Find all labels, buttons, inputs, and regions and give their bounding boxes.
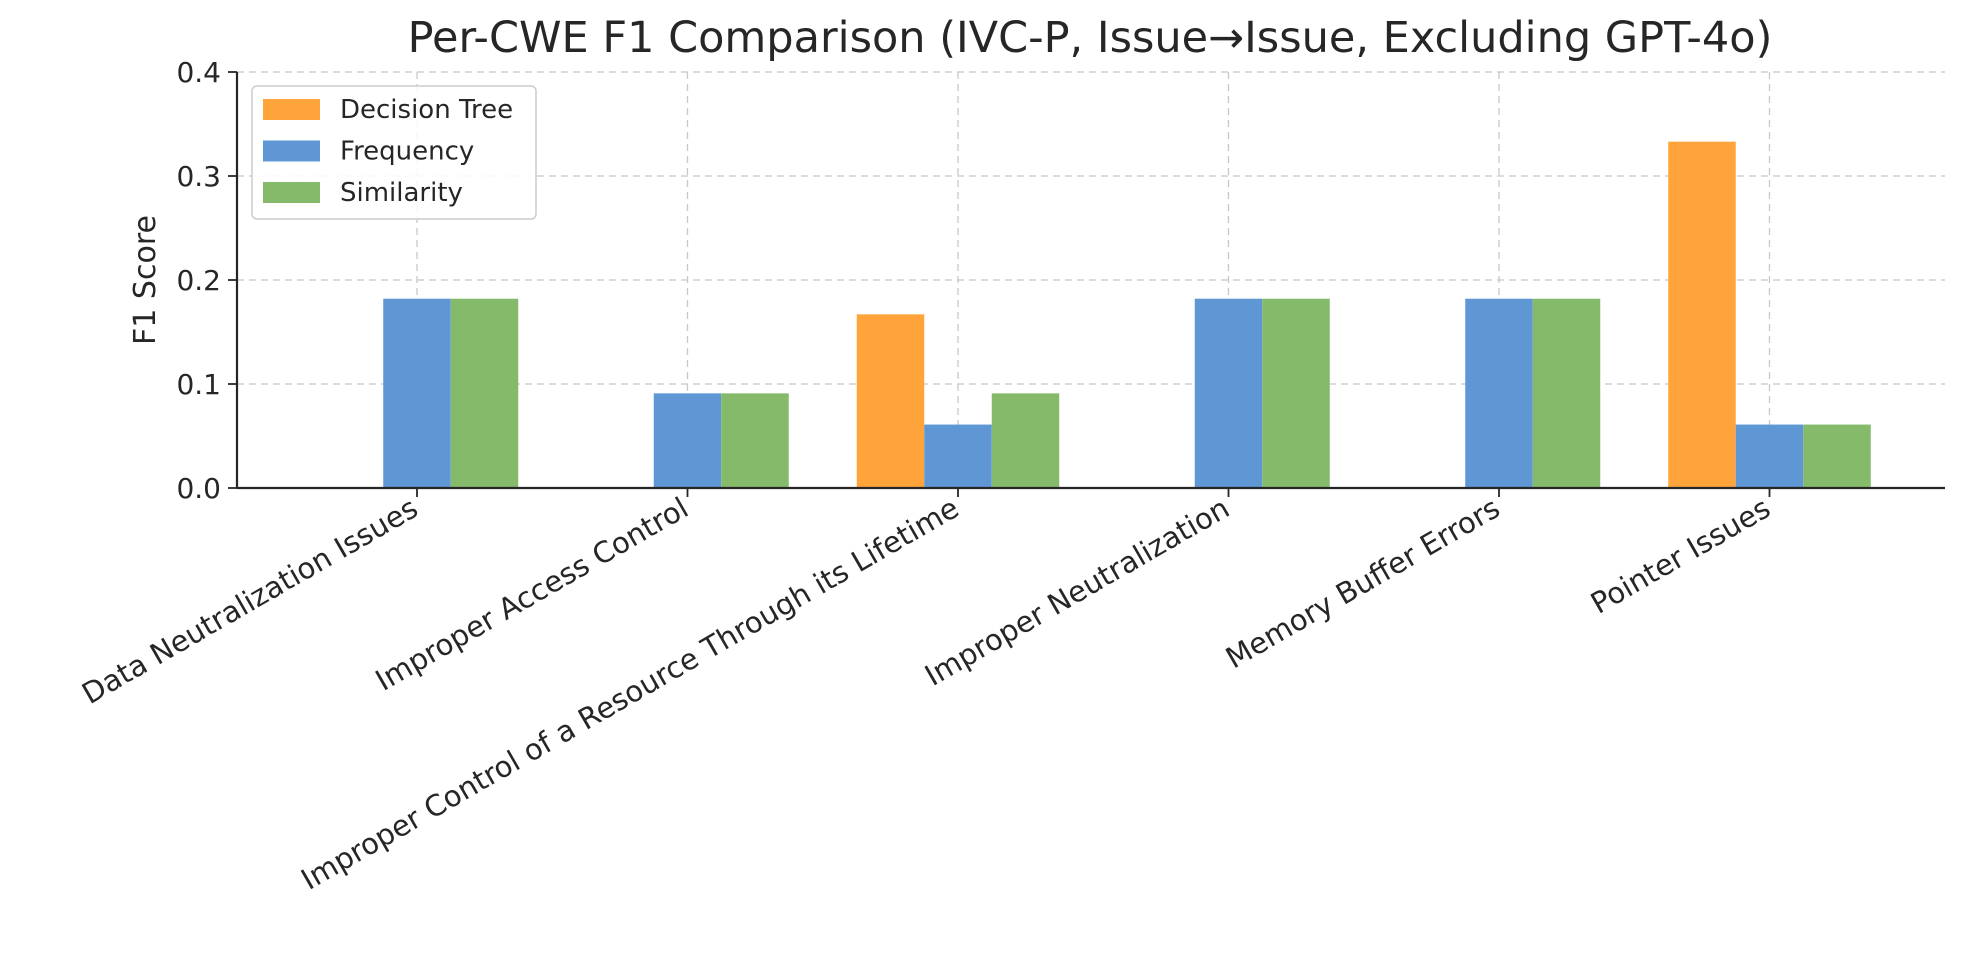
axes — [228, 71, 1945, 497]
chart-title: Per-CWE F1 Comparison (IVC-P, Issue→Issu… — [408, 13, 1773, 63]
legend: Decision Tree Frequency Similarity — [251, 85, 537, 220]
legend-label: Similarity — [340, 178, 463, 208]
y-tick-labels: 0.0 0.1 0.2 0.3 0.4 — [176, 56, 221, 505]
bar — [991, 393, 1060, 488]
bar — [856, 314, 925, 488]
x-tick-label: Data Neutralization Issues — [76, 491, 423, 711]
legend-label: Frequency — [340, 137, 474, 167]
bar — [1194, 298, 1263, 488]
y-axis-label: F1 Score — [128, 215, 163, 345]
x-tick-label: Improper Neutralization — [919, 491, 1235, 693]
legend-frame — [251, 85, 537, 220]
bar — [1532, 298, 1601, 488]
y-tick-label: 0.3 — [176, 160, 221, 193]
legend-swatch — [263, 182, 320, 203]
legend-label: Decision Tree — [340, 95, 513, 125]
bar — [653, 393, 722, 488]
bar — [924, 424, 992, 488]
y-tick-label: 0.4 — [176, 56, 221, 89]
bars — [383, 141, 1871, 488]
bar — [1668, 141, 1736, 488]
bar — [1465, 298, 1533, 488]
x-tick-label: Pointer Issues — [1585, 491, 1776, 621]
legend-swatch — [263, 140, 320, 162]
gridlines — [237, 71, 1945, 488]
y-tick-label: 0.2 — [176, 264, 221, 297]
bar — [383, 298, 451, 488]
y-tick-label: 0.0 — [176, 472, 221, 505]
bar — [1735, 424, 1804, 488]
x-tick-label: Memory Buffer Errors — [1220, 491, 1506, 676]
legend-swatch — [263, 99, 320, 120]
bar — [450, 298, 519, 488]
bar — [721, 393, 789, 488]
bar — [1262, 298, 1330, 488]
y-tick-label: 0.1 — [176, 368, 221, 401]
bar — [1803, 424, 1871, 488]
